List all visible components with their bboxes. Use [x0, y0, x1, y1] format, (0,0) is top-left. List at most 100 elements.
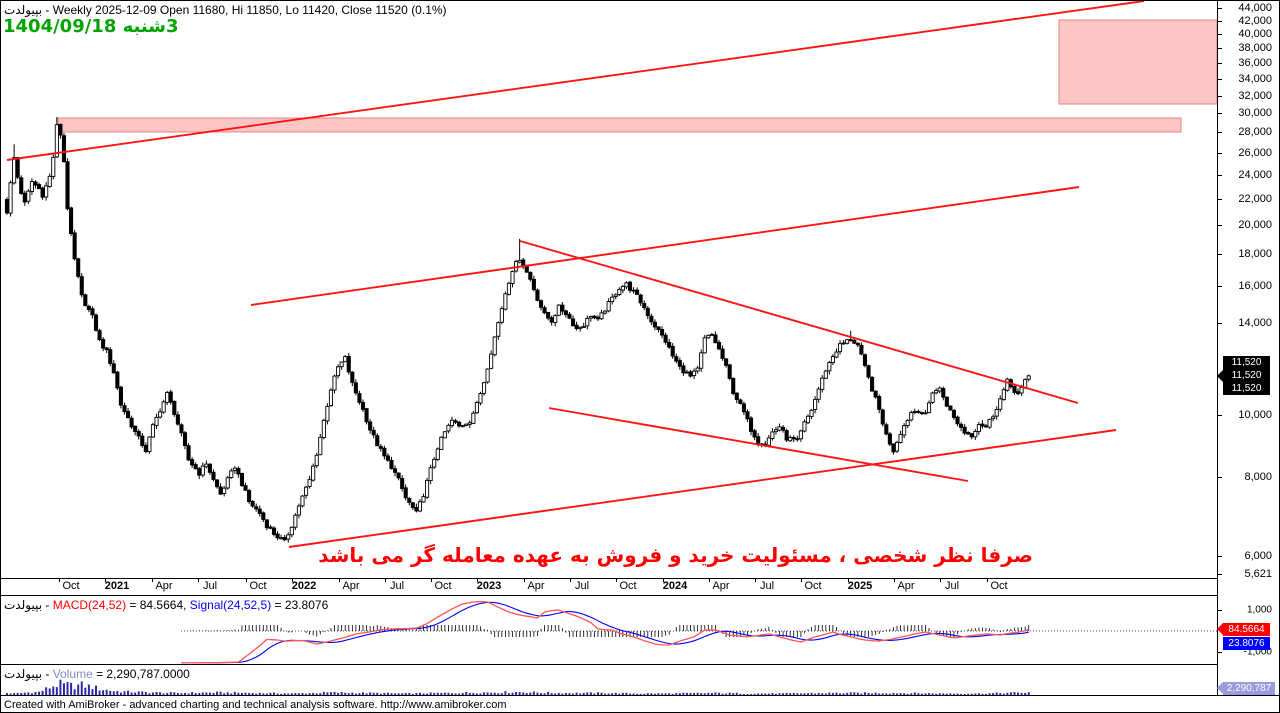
date-tick-label: Jul [944, 580, 960, 592]
price-tick-mark [1217, 132, 1222, 134]
price-marker-arrow-icon [1217, 370, 1223, 382]
date-tick-mark [987, 578, 988, 582]
price-tick-label: 14,000 [1238, 316, 1272, 329]
date-tick-mark [663, 578, 664, 582]
price-tick-mark [1217, 198, 1222, 200]
supply-target-box [1058, 19, 1217, 105]
macd-chart-canvas[interactable] [1, 596, 1217, 664]
date-tick-mark [570, 578, 571, 582]
macd-marker-arrow-icon [1217, 623, 1223, 635]
price-tick-label: 32,000 [1238, 89, 1272, 102]
price-tick-mark [1217, 174, 1222, 176]
price-tick-mark [1217, 113, 1222, 115]
date-tick-label: Oct [990, 580, 1008, 592]
date-tick-label: Apr [712, 580, 730, 592]
date-tick-label: Jul [574, 580, 590, 592]
date-tick-mark [292, 578, 293, 582]
macd-value-marker: 84.5664 [1223, 623, 1270, 636]
date-tick-label: Apr [897, 580, 915, 592]
volume-pane-title: بپیولدت - Volume = 2,290,787.0000 [4, 667, 190, 681]
price-tick-mark [1217, 286, 1222, 288]
price-tick-label: 16,000 [1238, 280, 1272, 293]
price-tick-mark [1217, 476, 1222, 478]
upper-rising-line [6, 1, 1145, 161]
date-tick-mark [385, 578, 386, 582]
date-tick-mark [152, 578, 153, 582]
price-tick-label: 44,000 [1238, 2, 1272, 15]
price-tick-label: 10,000 [1238, 409, 1272, 422]
price-tick-mark [1217, 415, 1222, 417]
date-tick-label: Jul [759, 580, 775, 592]
date-tick-mark [940, 578, 941, 582]
date-tick-mark [339, 578, 340, 582]
date-tick-mark [59, 578, 60, 582]
date-tick-label: Oct [249, 580, 267, 592]
date-tick-label: Oct [434, 580, 452, 592]
macd-axis-tick-neg1000: -1,000 [1243, 646, 1272, 658]
price-tick-label: 26,000 [1238, 146, 1272, 159]
date-tick-mark [105, 578, 106, 582]
date-tick-label: Apr [155, 580, 173, 592]
date-tick-label: 2025 [847, 580, 873, 592]
price-tick-mark [1217, 573, 1222, 575]
price-tick-mark [1217, 95, 1222, 97]
price-tick-label: 30,000 [1238, 107, 1272, 120]
price-tick-label: 5,621 [1244, 567, 1272, 580]
macd-value: = 84.5664, [126, 598, 187, 612]
date-tick-label: Jul [202, 580, 218, 592]
date-tick-label: Apr [342, 580, 360, 592]
price-chart-canvas[interactable] [1, 1, 1217, 578]
price-tick-label: 8,000 [1244, 470, 1272, 483]
price-tick-label: 20,000 [1238, 218, 1272, 231]
price-tick-label: 18,000 [1238, 247, 1272, 260]
lower-rising-line [288, 429, 1117, 548]
volume-chart-canvas[interactable] [1, 665, 1217, 695]
date-tick-label: 2021 [104, 580, 130, 592]
macd-line [181, 600, 1029, 664]
date-tick-label: Oct [619, 580, 637, 592]
date-axis-bottom-line [1, 595, 1217, 596]
signal-value-marker: 23.8076 [1223, 637, 1270, 650]
date-tick-mark [477, 578, 478, 582]
date-tick-label: Oct [62, 580, 80, 592]
date-tick-label: 2023 [476, 580, 502, 592]
date-tick-mark [431, 578, 432, 582]
price-tick-label: 6,000 [1244, 549, 1272, 562]
price-tick-mark [1217, 48, 1222, 50]
price-tick-label: 38,000 [1238, 42, 1272, 55]
price-marker-1: 11,520 [1223, 356, 1270, 369]
date-axis-top-line [1, 578, 1217, 579]
price-tick-label: 24,000 [1238, 168, 1272, 181]
price-tick-mark [1217, 152, 1222, 154]
price-tick-mark [1217, 78, 1222, 80]
volume-value: = 2,290,787.0000 [92, 667, 190, 681]
price-tick-label: 22,000 [1238, 192, 1272, 205]
date-tick-mark [524, 578, 525, 582]
volume-ticker-prefix: بپیولدت - [4, 667, 53, 681]
macd-axis-tick-1000: 1,000 [1246, 604, 1272, 616]
price-tick-mark [1217, 34, 1222, 36]
price-tick-mark [1217, 63, 1222, 65]
amibroker-credit: Created with AmiBroker - advanced charti… [4, 699, 507, 711]
date-tick-mark [198, 578, 199, 582]
price-marker-3: 11,520 [1223, 382, 1270, 395]
price-tick-label: 34,000 [1238, 72, 1272, 85]
macd-pane-title: بپیولدت - MACD(24,52) = 84.5664, Signal(… [4, 598, 328, 612]
date-tick-label: Oct [804, 580, 822, 592]
footer-separator [1, 695, 1279, 696]
volume-marker-arrow-icon [1217, 682, 1223, 694]
price-tick-mark [1217, 253, 1222, 255]
signal-label: Signal(24,52,5) [186, 598, 272, 612]
lower-descending-line [548, 407, 969, 482]
date-tick-mark [709, 578, 710, 582]
macd-ticker-prefix: بپیولدت - [4, 598, 53, 612]
descending-line-from-2023-peak [519, 240, 1079, 404]
chart-title: بپیولدت - Weekly 2025-12-09 Open 11680, … [4, 3, 447, 17]
mid-rising-channel-line [250, 186, 1080, 306]
trade-date: 3شنبه 1404/09/18 [3, 16, 179, 37]
macd-volume-separator [1, 664, 1217, 665]
price-tick-label: 40,000 [1238, 28, 1272, 41]
price-axis-line [1217, 1, 1218, 695]
date-tick-label: Jul [389, 580, 405, 592]
